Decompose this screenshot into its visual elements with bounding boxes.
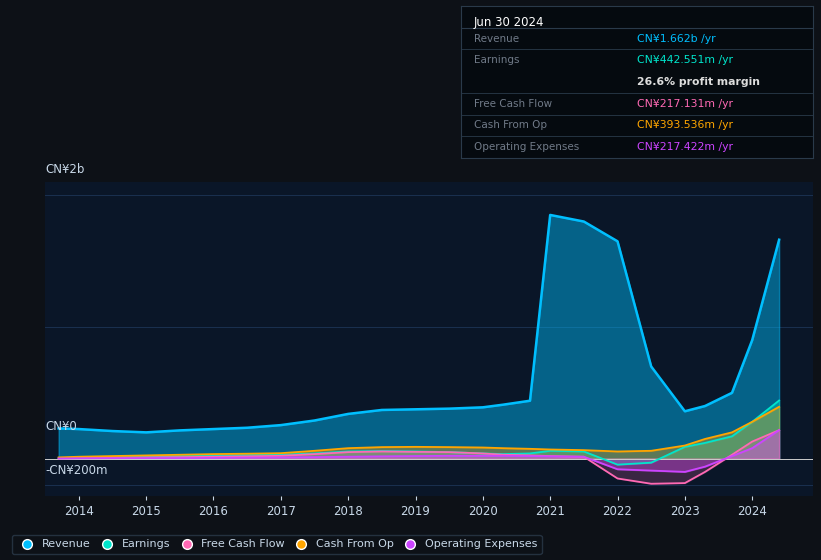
Text: Earnings: Earnings bbox=[474, 55, 519, 66]
Text: Revenue: Revenue bbox=[474, 34, 519, 44]
Text: CN¥442.551m /yr: CN¥442.551m /yr bbox=[637, 55, 733, 66]
Text: 26.6% profit margin: 26.6% profit margin bbox=[637, 77, 760, 87]
Text: Jun 30 2024: Jun 30 2024 bbox=[474, 16, 544, 29]
Legend: Revenue, Earnings, Free Cash Flow, Cash From Op, Operating Expenses: Revenue, Earnings, Free Cash Flow, Cash … bbox=[11, 535, 542, 554]
Text: CN¥393.536m /yr: CN¥393.536m /yr bbox=[637, 120, 733, 130]
Text: -CN¥200m: -CN¥200m bbox=[45, 464, 108, 477]
Text: Free Cash Flow: Free Cash Flow bbox=[474, 99, 552, 109]
Text: CN¥217.422m /yr: CN¥217.422m /yr bbox=[637, 142, 733, 152]
Text: CN¥0: CN¥0 bbox=[45, 420, 77, 433]
Text: Operating Expenses: Operating Expenses bbox=[474, 142, 579, 152]
Text: CN¥217.131m /yr: CN¥217.131m /yr bbox=[637, 99, 733, 109]
Text: Cash From Op: Cash From Op bbox=[474, 120, 547, 130]
Text: CN¥1.662b /yr: CN¥1.662b /yr bbox=[637, 34, 716, 44]
Text: CN¥2b: CN¥2b bbox=[45, 164, 85, 176]
